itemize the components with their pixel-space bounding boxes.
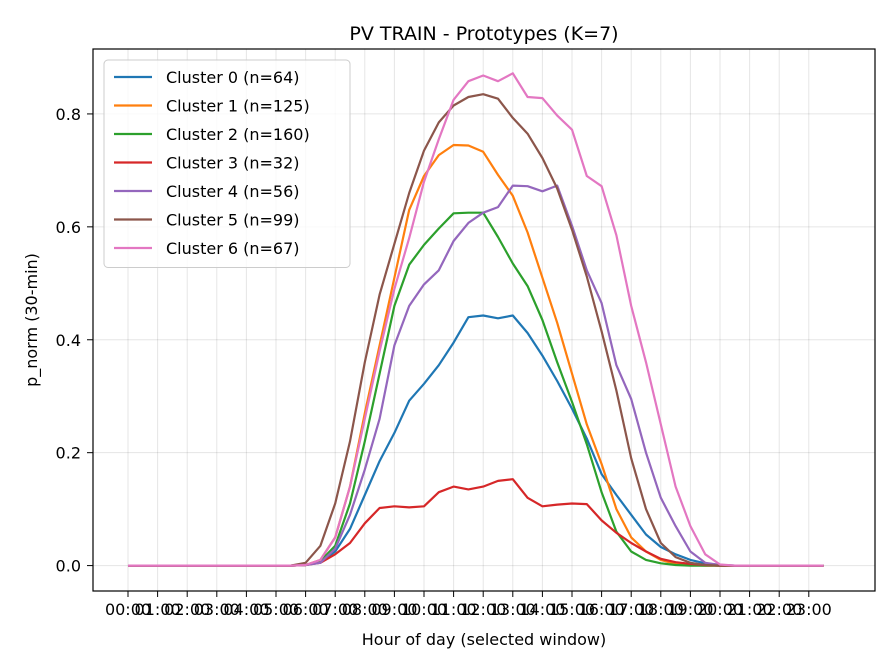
legend-label-cluster-0: Cluster 0 (n=64) xyxy=(166,68,300,87)
y-axis-label: p_norm (30-min) xyxy=(22,253,42,387)
x-tick-label: 00:00 xyxy=(105,600,151,619)
y-tick-label: 0.4 xyxy=(56,331,81,350)
legend-label-cluster-5: Cluster 5 (n=99) xyxy=(166,211,300,230)
x-tick-label: 16:00 xyxy=(579,600,625,619)
x-tick-label: 08:00 xyxy=(342,600,388,619)
legend-label-cluster-2: Cluster 2 (n=160) xyxy=(166,125,310,144)
legend-label-cluster-3: Cluster 3 (n=32) xyxy=(166,154,300,173)
x-tick-label: 09:00 xyxy=(371,600,417,619)
series-lines xyxy=(128,72,824,567)
x-axis-ticks: 00:0001:0002:0003:0004:0005:0006:0007:00… xyxy=(105,591,832,619)
x-tick-label: 06:00 xyxy=(283,600,329,619)
x-tick-label: 20:00 xyxy=(697,600,743,619)
x-tick-label: 05:00 xyxy=(253,600,299,619)
legend: Cluster 0 (n=64) Cluster 1 (n=125) Cluster… xyxy=(103,59,351,268)
x-tick-label: 18:00 xyxy=(638,600,684,619)
chart-title: PV TRAIN - Prototypes (K=7) xyxy=(349,23,618,45)
x-tick-label: 17:00 xyxy=(608,600,654,619)
legend-box xyxy=(103,59,351,268)
x-tick-label: 07:00 xyxy=(312,600,358,619)
x-tick-label: 01:00 xyxy=(135,600,181,619)
x-tick-label: 23:00 xyxy=(786,600,832,619)
x-tick-label: 12:00 xyxy=(460,600,506,619)
x-tick-label: 03:00 xyxy=(194,600,240,619)
x-tick-label: 15:00 xyxy=(549,600,595,619)
y-tick-label: 0.0 xyxy=(56,557,81,576)
legend-label-cluster-1: Cluster 1 (n=125) xyxy=(166,97,310,116)
series-line-cluster-6 xyxy=(128,72,824,567)
x-tick-label: 04:00 xyxy=(223,600,269,619)
x-tick-label: 10:00 xyxy=(401,600,447,619)
plot-frame xyxy=(92,48,876,592)
x-tick-label: 19:00 xyxy=(667,600,713,619)
y-axis-ticks: 0.0 0.2 0.4 0.6 0.8 xyxy=(56,105,93,576)
legend-label-cluster-4: Cluster 4 (n=56) xyxy=(166,182,300,201)
y-tick-label: 0.8 xyxy=(56,105,81,124)
x-axis-label: Hour of day (selected window) xyxy=(362,630,606,649)
x-tick-label: 13:00 xyxy=(490,600,536,619)
legend-label-cluster-6: Cluster 6 (n=67) xyxy=(166,239,300,258)
y-tick-label: 0.6 xyxy=(56,218,81,237)
x-tick-label: 14:00 xyxy=(519,600,565,619)
y-tick-label: 0.2 xyxy=(56,444,81,463)
x-tick-label: 02:00 xyxy=(164,600,210,619)
x-tick-label: 11:00 xyxy=(431,600,477,619)
x-tick-label: 21:00 xyxy=(727,600,773,619)
x-tick-label: 22:00 xyxy=(756,600,802,619)
